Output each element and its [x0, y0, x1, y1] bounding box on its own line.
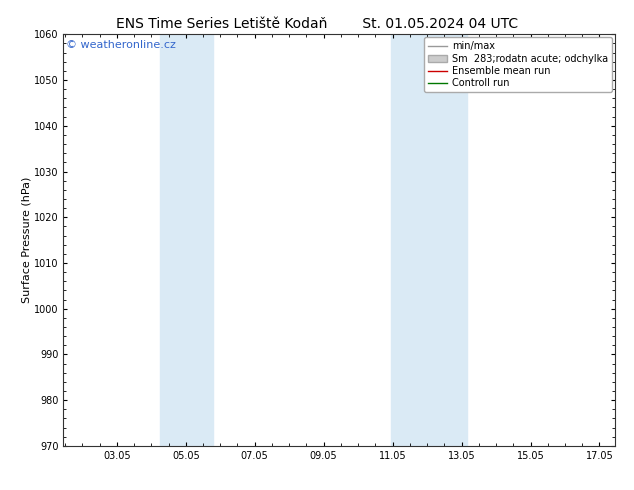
Y-axis label: Surface Pressure (hPa): Surface Pressure (hPa) — [21, 177, 31, 303]
Text: ENS Time Series Letiště Kodaň        St. 01.05.2024 04 UTC: ENS Time Series Letiště Kodaň St. 01.05.… — [116, 17, 518, 31]
Text: © weatheronline.cz: © weatheronline.cz — [66, 41, 176, 50]
Bar — [391, 34, 467, 446]
Legend: min/max, Sm  283;rodatn acute; odchylka, Ensemble mean run, Controll run: min/max, Sm 283;rodatn acute; odchylka, … — [424, 37, 612, 92]
Bar — [160, 34, 214, 446]
